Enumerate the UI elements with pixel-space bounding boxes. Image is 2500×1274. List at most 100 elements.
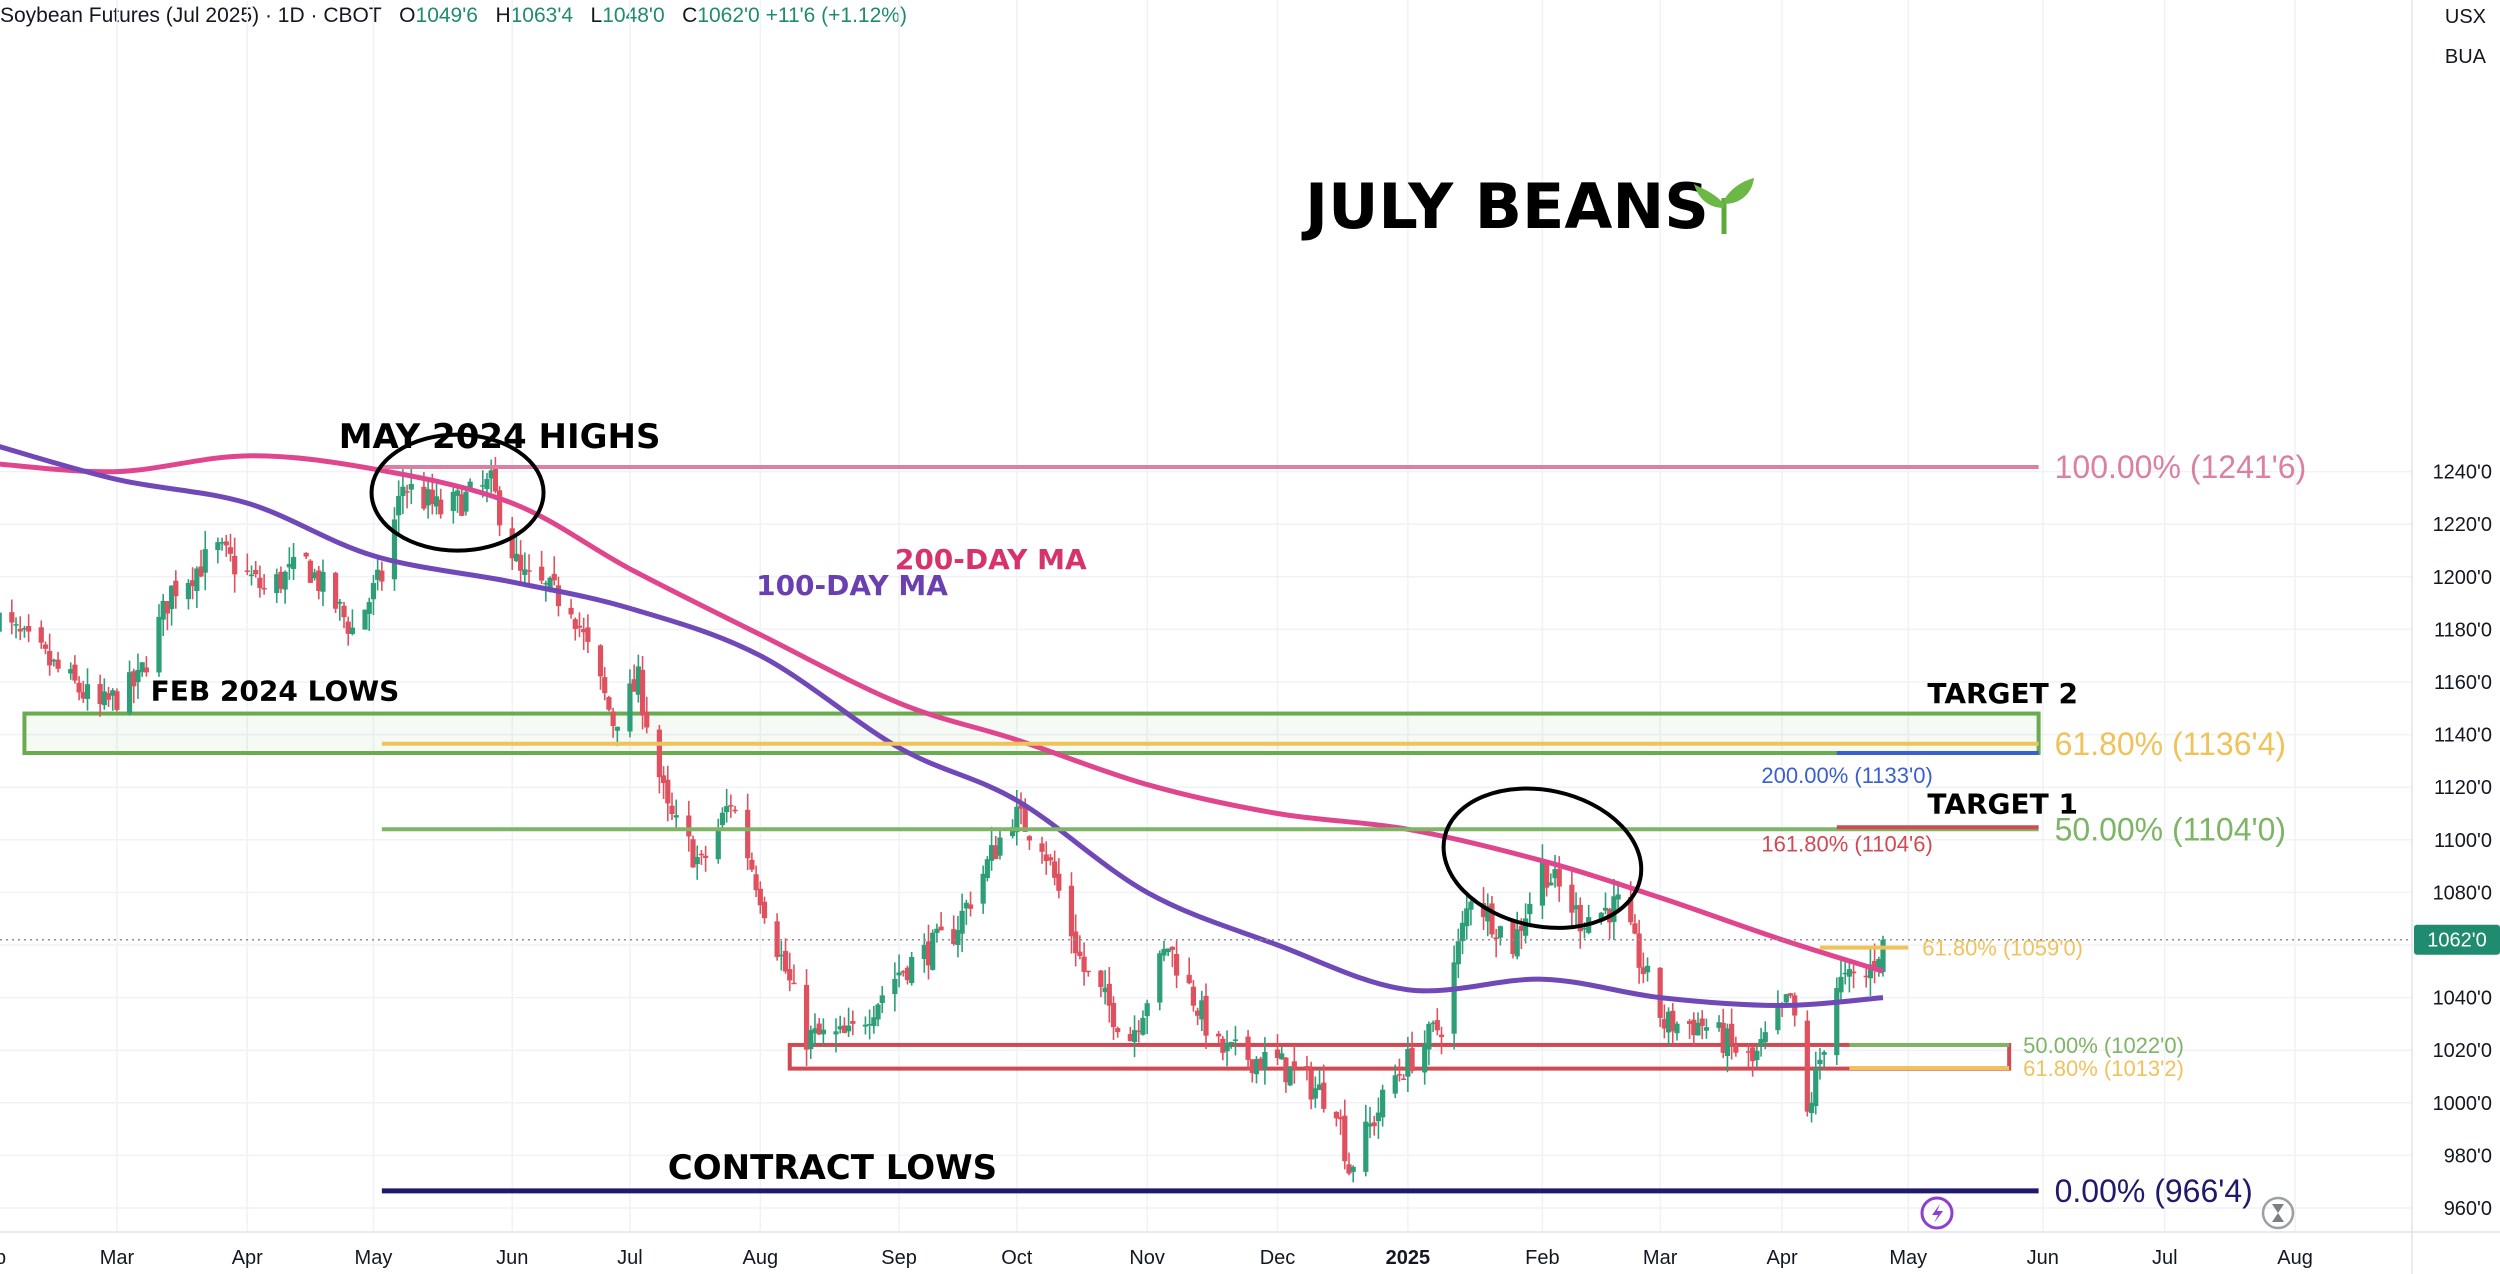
candle — [101, 678, 107, 710]
candle — [51, 658, 57, 667]
candle-body — [522, 569, 528, 575]
currency-label[interactable]: USX — [2444, 6, 2486, 28]
candle — [1527, 892, 1533, 928]
x-tick-label: Dec — [1260, 1247, 1296, 1269]
candle — [698, 849, 705, 865]
candle-body — [1279, 1053, 1285, 1060]
candle — [1224, 1030, 1230, 1067]
candle-body — [1720, 1022, 1726, 1053]
candle-body — [513, 553, 520, 562]
candle-body — [1750, 1047, 1756, 1062]
y-tick-label: 1100'0 — [2434, 830, 2492, 852]
level-label-ext-161-8: 161.80% (1104'6) — [1761, 831, 1932, 856]
candle — [190, 567, 196, 600]
lightning-icon-bolt — [1932, 1204, 1943, 1223]
candle — [408, 466, 414, 505]
candle-body — [1173, 954, 1180, 976]
candle-body — [1165, 948, 1171, 953]
candle — [1426, 1021, 1432, 1066]
candle-body — [1224, 1042, 1230, 1052]
candle-body — [1077, 951, 1083, 957]
candle-body — [17, 628, 23, 632]
candle — [753, 865, 759, 898]
candle-body — [1014, 806, 1020, 833]
candle-body — [572, 619, 578, 629]
y-axis: 960'0 980'0 1000'0 1020'0 1040'0 1080'0 1100'0… — [2433, 462, 2492, 1220]
level-label-fib-61-8-upper: 61.80% (1136'4) — [2055, 726, 2286, 762]
candle — [1695, 1012, 1701, 1036]
unit-label[interactable]: BUA — [2444, 46, 2486, 68]
candle — [1430, 1020, 1436, 1032]
candle — [1380, 1084, 1386, 1127]
candle — [219, 537, 225, 551]
low-label: L — [590, 4, 603, 27]
candle-body — [1073, 931, 1079, 954]
change-value: +11'6 (+1.12%) — [765, 4, 907, 27]
candle — [1258, 1056, 1264, 1070]
candle — [1514, 911, 1520, 960]
candle — [719, 807, 726, 830]
candle-body — [463, 491, 469, 512]
candle-body — [1716, 1022, 1722, 1028]
candle-body — [837, 1026, 843, 1030]
candle — [1577, 897, 1583, 949]
candle-body — [585, 627, 591, 642]
candle-body — [1729, 1023, 1735, 1044]
candle-body — [1346, 1164, 1352, 1174]
candle-body — [934, 928, 940, 933]
candle — [370, 575, 377, 616]
candle — [871, 1005, 877, 1034]
candle-body — [1813, 1068, 1819, 1107]
candle-body — [1518, 925, 1524, 931]
candle — [433, 483, 440, 515]
y-tick-label: 1220'0 — [2433, 514, 2492, 536]
level-label-fib-61-8-lower: 61.80% (1013'2) — [2023, 1056, 2184, 1081]
ma200-line — [0, 453, 1884, 974]
candle — [1220, 1035, 1226, 1061]
candle — [1144, 999, 1150, 1034]
candle-body — [1287, 1066, 1293, 1086]
candle-body — [1615, 894, 1621, 900]
candle — [1110, 996, 1117, 1041]
candle-body — [673, 815, 679, 818]
candle-body — [303, 552, 309, 557]
candle — [307, 559, 313, 584]
x-tick-label: Jun — [2027, 1247, 2059, 1269]
candle — [13, 617, 19, 639]
candle — [1409, 1031, 1415, 1074]
candle — [1691, 1012, 1697, 1047]
candle-body — [1758, 1039, 1764, 1046]
candle — [1232, 1025, 1239, 1056]
candle-body — [1426, 1023, 1432, 1050]
candle-body — [1438, 1034, 1445, 1038]
candle-body — [84, 684, 91, 699]
candle — [1169, 946, 1175, 968]
candle-body — [9, 612, 15, 623]
candle — [1047, 853, 1054, 866]
candle — [850, 1010, 856, 1036]
candle — [791, 964, 797, 985]
candle — [1190, 979, 1197, 1012]
candle — [1098, 969, 1104, 998]
candle — [782, 938, 789, 974]
candle-body — [820, 1029, 826, 1035]
candle — [1056, 858, 1062, 899]
candle — [1199, 990, 1205, 1032]
candle-body — [1493, 937, 1499, 940]
candle-body — [892, 978, 898, 995]
candle — [1640, 952, 1646, 984]
candle-body — [644, 711, 650, 728]
candle — [1716, 1015, 1722, 1032]
x-tick-label: Jul — [2152, 1247, 2178, 1269]
seedling-leaf-left — [1694, 184, 1724, 208]
candle — [1195, 1007, 1201, 1026]
candle — [282, 570, 288, 604]
candle-body — [850, 1020, 856, 1024]
candle-body — [555, 585, 562, 607]
candle — [1745, 1044, 1752, 1067]
candle-body — [55, 659, 61, 669]
candle-body — [984, 859, 990, 878]
candle — [185, 579, 192, 610]
candle — [597, 644, 604, 690]
